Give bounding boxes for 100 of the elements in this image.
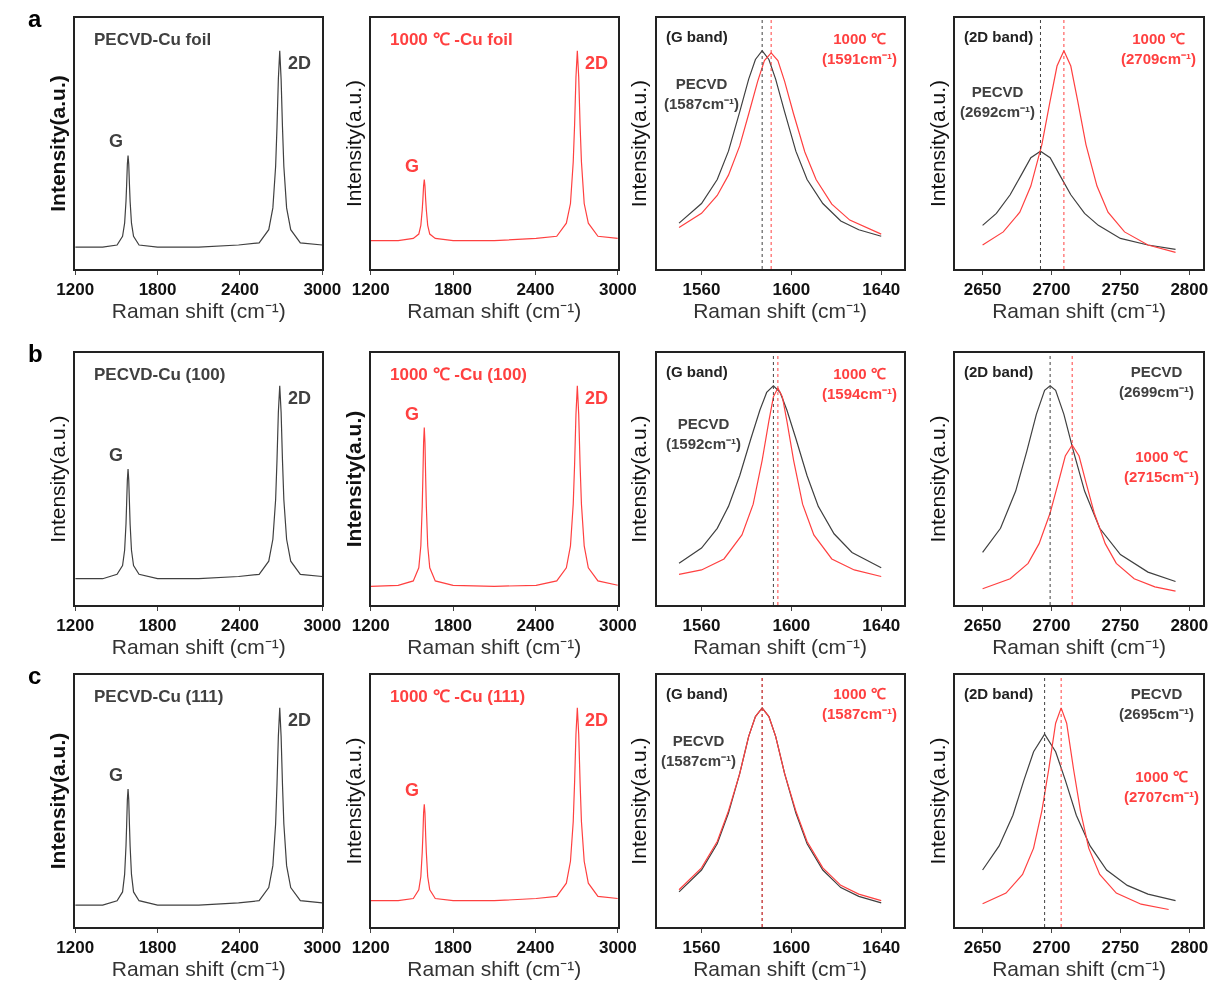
x-tick-label: 1560 [682, 280, 721, 300]
x-axis-title: Raman shift (cm⁻¹) [407, 957, 582, 981]
text: (G band) [666, 363, 728, 380]
annotation: 2D [288, 388, 312, 408]
x-tick-label: 1560 [682, 938, 721, 958]
annotation: 2D [585, 53, 609, 73]
x-tick-label: 2800 [1170, 938, 1209, 958]
x-tick-label: 1600 [772, 938, 811, 958]
x-tick-label: 1200 [351, 616, 390, 636]
x-axis-title: Raman shift (cm⁻¹) [111, 299, 286, 323]
x-tick-label: 2700 [1032, 616, 1071, 636]
x-axis-title: Raman shift (cm⁻¹) [111, 957, 286, 981]
text: 1000 ℃ (1587cm⁻¹) [822, 685, 898, 722]
annotation: 2D [288, 710, 312, 730]
text: (G band) [666, 28, 728, 45]
x-tick-label: 1800 [138, 616, 177, 636]
x-tick-label: 2750 [1101, 616, 1140, 636]
annotation: 2D [585, 388, 609, 408]
x-tick-label: 2400 [516, 280, 555, 300]
text: 1000 ℃ (2715cm⁻¹) [1124, 448, 1200, 485]
annotation: G [405, 404, 420, 424]
x-tick-label: 1640 [862, 938, 901, 958]
x-tick-label: 1800 [138, 938, 177, 958]
annotation: 2D [288, 53, 312, 73]
x-tick-label: 3000 [598, 280, 637, 300]
x-axis-title: Raman shift (cm⁻¹) [992, 957, 1166, 981]
text: 1000 ℃ (2709cm⁻¹) [1121, 30, 1197, 67]
y-axis-title: Intensity(a.u.) [627, 737, 651, 865]
x-axis-title: Raman shift (cm⁻¹) [693, 957, 868, 981]
chart-title: 1000 ℃ -Cu (100) [390, 365, 527, 384]
x-tick-label: 1560 [682, 616, 721, 636]
text: b [28, 340, 43, 367]
y-axis-title: Intensity(a.u.) [341, 410, 365, 548]
x-tick-label: 1640 [862, 616, 901, 636]
text: PECVD (2695cm⁻¹) [1119, 685, 1195, 722]
x-tick-label: 2700 [1032, 280, 1071, 300]
x-axis-title: Raman shift (cm⁻¹) [111, 635, 286, 659]
x-tick-label: 2750 [1101, 938, 1140, 958]
x-tick-label: 1800 [138, 280, 177, 300]
chart-title: 1000 ℃ -Cu foil [390, 30, 513, 49]
x-axis-title: Raman shift (cm⁻¹) [693, 299, 868, 323]
x-tick-label: 2400 [516, 616, 555, 636]
series-label: PECVD (1587cm⁻¹) [664, 75, 740, 112]
text: 1000 ℃ (1594cm⁻¹) [822, 365, 898, 402]
y-axis-title: Intensity(a.u.) [46, 75, 70, 212]
series-label: PECVD (1587cm⁻¹) [661, 732, 737, 769]
x-tick-label: 3000 [303, 938, 342, 958]
y-axis-title: Intensity(a.u.) [925, 737, 949, 865]
text: a [28, 5, 42, 32]
x-tick-label: 3000 [303, 280, 342, 300]
x-tick-label: 2800 [1170, 616, 1209, 636]
chart-title: 1000 ℃ -Cu (111) [390, 687, 526, 706]
x-tick-label: 2650 [963, 280, 1002, 300]
annotation: 2D [585, 710, 609, 730]
text: (2D band) [964, 685, 1034, 702]
text: PECVD (2692cm⁻¹) [960, 83, 1036, 120]
x-axis-title: Raman shift (cm⁻¹) [693, 635, 868, 659]
x-tick-label: 2400 [221, 938, 259, 958]
x-tick-label: 1200 [56, 938, 95, 958]
x-axis-title: Raman shift (cm⁻¹) [992, 635, 1166, 659]
chart-title: PECVD-Cu (100) [94, 365, 226, 384]
x-tick-label: 2650 [963, 616, 1002, 636]
x-tick-label: 1200 [56, 280, 95, 300]
x-tick-label: 1800 [434, 938, 473, 958]
x-tick-label: 1200 [351, 280, 390, 300]
chart-title: PECVD-Cu (111) [94, 687, 224, 706]
x-tick-label: 3000 [598, 938, 637, 958]
x-tick-label: 1800 [434, 280, 473, 300]
x-tick-label: 1600 [772, 616, 811, 636]
x-axis-title: Raman shift (cm⁻¹) [407, 299, 582, 323]
x-tick-label: 2800 [1170, 280, 1209, 300]
x-tick-label: 1800 [434, 616, 473, 636]
x-tick-label: 2400 [221, 616, 259, 636]
y-axis-title: Intensity(a.u.) [46, 732, 70, 870]
series-label: PECVD (1592cm⁻¹) [666, 415, 742, 452]
text: (G band) [666, 685, 728, 702]
annotation: G [405, 780, 420, 800]
y-axis-title: Intensity(a.u.) [627, 79, 651, 208]
y-axis-title: Intensity(a.u.) [627, 415, 651, 543]
y-axis-title: Intensity(a.u.) [925, 415, 949, 543]
y-axis-title: Intensity(a.u.) [341, 79, 365, 208]
x-tick-label: 1200 [351, 938, 390, 958]
x-tick-label: 1640 [862, 280, 901, 300]
x-axis-title: Raman shift (cm⁻¹) [992, 299, 1166, 323]
x-tick-label: 2750 [1101, 280, 1140, 300]
text: c [28, 662, 42, 689]
text: (2D band) [964, 28, 1034, 45]
x-tick-label: 3000 [303, 616, 342, 636]
x-tick-label: 2400 [221, 280, 259, 300]
x-tick-label: 2650 [963, 938, 1002, 958]
annotation: G [109, 445, 124, 465]
y-axis-title: Intensity(a.u.) [925, 79, 949, 208]
text: (2D band) [964, 363, 1034, 380]
y-axis-title: Intensity(a.u.) [341, 737, 365, 865]
annotation: G [109, 131, 124, 151]
x-tick-label: 2700 [1032, 938, 1071, 958]
text: 1000 ℃ (1591cm⁻¹) [822, 30, 898, 67]
annotation: G [405, 156, 420, 176]
x-tick-label: 1600 [772, 280, 811, 300]
x-tick-label: 2400 [516, 938, 555, 958]
